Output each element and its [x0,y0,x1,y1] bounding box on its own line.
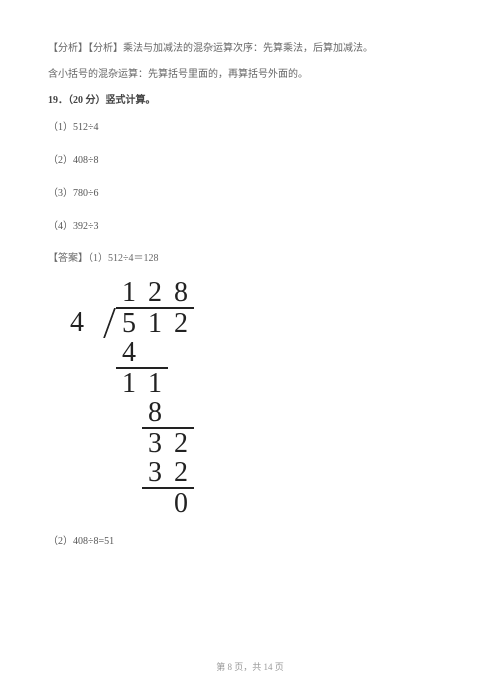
dividend-d1: 5 [116,308,142,338]
quotient-d3: 8 [168,278,194,308]
item-1: （1）512÷4 [48,118,452,133]
footer-total: 14 [264,662,273,672]
step2-sub: 8 [142,398,168,428]
quotient-d1: 1 [116,278,142,308]
answer-label: 【答案】（1）512÷4＝128 [48,250,452,268]
division-table: 1 2 8 4 5 1 2 4 1 1 8 3 [64,278,194,518]
step2-rem-d2: 2 [168,428,194,458]
step2-rem-d1: 3 [142,428,168,458]
answer-2: （2）408÷8=51 [48,532,452,547]
item-3: （3）780÷6 [48,184,452,199]
step1-rem-d1: 1 [116,368,142,398]
step3-sub-d1: 3 [142,458,168,488]
footer-prefix: 第 [216,662,227,672]
analysis-line-1: 【分析】【分析】乘法与加减法的混杂运算次序：先算乘法，后算加减法。 [48,40,452,58]
final-remainder: 0 [168,488,194,518]
long-division-work: 1 2 8 4 5 1 2 4 1 1 8 3 [64,278,452,518]
division-bracket [90,308,116,338]
footer-mid: 页，共 [232,662,264,672]
question-number: 19．（20 分）竖式计算。 [48,92,452,110]
dividend-d3: 2 [168,308,194,338]
divisor: 4 [64,308,90,338]
quotient-d2: 2 [142,278,168,308]
dividend-d2: 1 [142,308,168,338]
analysis-line-2: 含小括号的混杂运算：先算括号里面的，再算括号外面的。 [48,66,452,84]
step3-sub-d2: 2 [168,458,194,488]
page-footer: 第 8 页，共 14 页 [0,660,500,673]
item-4: （4）392÷3 [48,217,452,232]
footer-suffix: 页 [273,662,284,672]
step1-rem-d2: 1 [142,368,168,398]
question-number-text: 19．（20 分）竖式计算。 [48,95,156,106]
item-2: （2）408÷8 [48,151,452,166]
step1-sub: 4 [116,338,142,368]
